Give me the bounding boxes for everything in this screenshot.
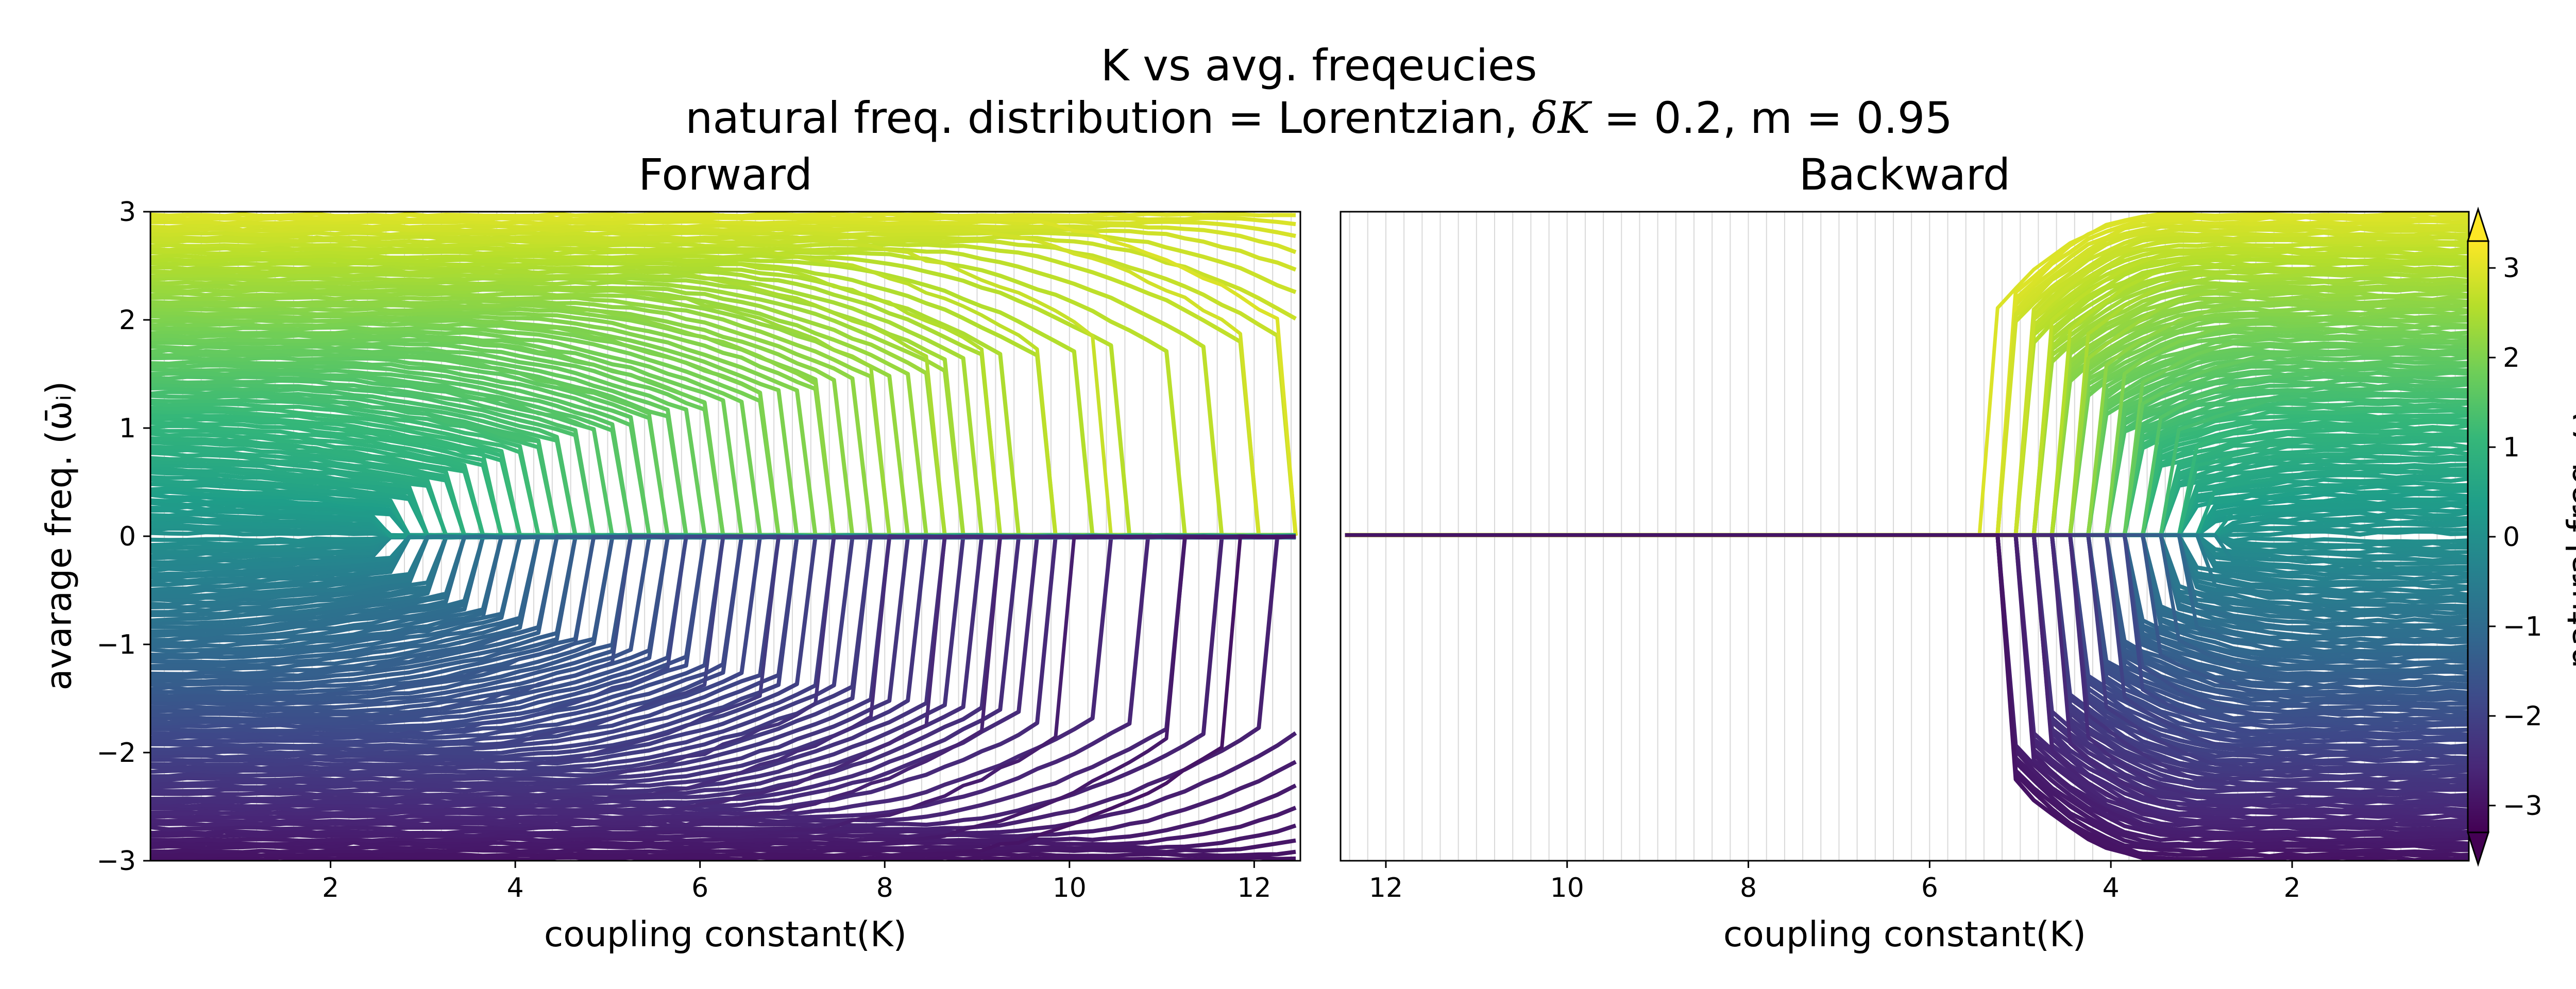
backward-panel: 12 10 8 6 4 2 [1340,211,2470,903]
x-tick-label: 4 [2103,873,2120,903]
oscillator-line [150,224,1296,538]
y-tick-label: 0 [119,521,136,552]
y-tick-label: −3 [96,846,136,877]
oscillator-line [150,855,1296,861]
colorbar-tick-label: −1 [2503,611,2543,642]
backward-x-axis-label: coupling constant(K) [1723,914,2087,955]
x-tick-label: 12 [1369,873,1403,903]
oscillator-line [150,253,1296,538]
colorbar-extend-max [2466,207,2490,242]
oscillator-line [150,838,1296,855]
figure-subtitle: natural freq. distribution = Lorentzian,… [0,93,2576,143]
x-tick-label: 10 [1550,873,1584,903]
forward-panel-title: Forward [638,149,812,200]
colorbar-tick-label: −3 [2503,791,2543,822]
colorbar-tick-label: 2 [2503,343,2520,373]
oscillator-line [150,219,1296,238]
backward-panel-title: Backward [1799,149,2011,200]
oscillator-line [150,534,1296,820]
x-tick-label: 6 [691,873,708,903]
x-tick-label: 12 [1237,873,1271,903]
y-tick-label: 3 [119,197,136,228]
y-tick-label: 2 [119,305,136,336]
x-tick-label: 2 [2283,873,2300,903]
x-tick-label: 10 [1053,873,1087,903]
oscillator-line [150,731,1297,835]
colorbar-tick-label: 0 [2503,522,2520,553]
colorbar-tick-label: 1 [2503,432,2520,463]
y-tick-label: −1 [96,629,136,660]
x-tick-label: 8 [876,873,893,903]
colorbar: −3 −2 −1 0 1 2 3 [2466,207,2543,867]
oscillator-line [150,534,1296,860]
oscillator-line [1345,533,2469,859]
x-tick-label: 2 [322,873,339,903]
figure-title: K vs avg. freqeucies [1100,40,1537,91]
x-tick-label: 4 [507,873,524,903]
colorbar-tick-label: 3 [2503,253,2520,284]
x-tick-label: 8 [1740,873,1757,903]
subtitle-delta: δK [1532,93,1590,143]
colorbar-extend-min [2466,831,2490,867]
oscillator-line [150,534,1296,838]
oscillator-line [150,242,1296,538]
y-tick-label: −2 [96,738,136,769]
oscillator-line [150,238,1298,536]
colorbar-body [2468,241,2488,832]
oscillator-line [150,534,1296,849]
forward-x-axis-label: coupling constant(K) [544,914,907,955]
x-tick-label: 6 [1921,873,1938,903]
series-lines [1345,212,2469,861]
subtitle-prefix: natural freq. distribution = Lorentzian, [685,93,1532,143]
subtitle-suffix: = 0.2, m = 0.95 [1590,93,1953,143]
oscillator-line [150,806,1297,847]
oscillator-line [150,534,1296,832]
oscillator-line [150,783,1297,843]
colorbar-tick-label: −2 [2503,701,2543,732]
oscillator-line [150,234,1296,538]
series-lines [150,212,1298,861]
y-tick-label: 1 [119,413,136,444]
oscillator-line [150,249,1296,538]
oscillator-line [150,213,1298,536]
